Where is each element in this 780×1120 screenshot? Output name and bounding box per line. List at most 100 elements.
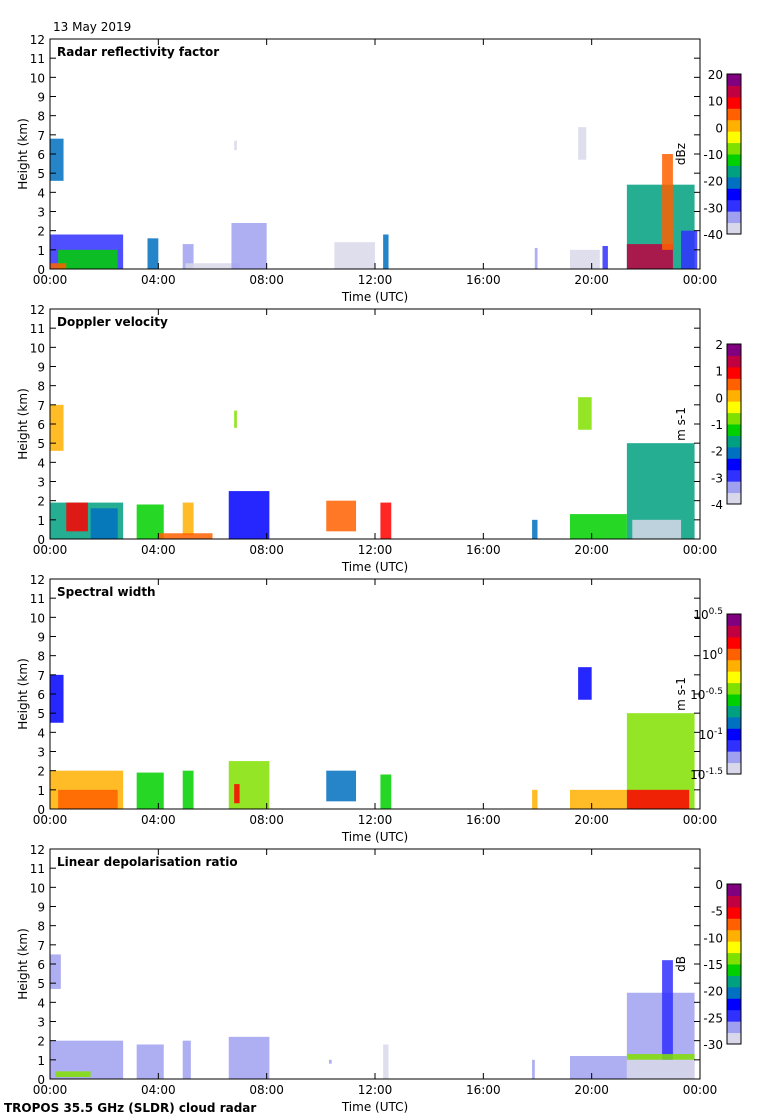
data-cell: [147, 238, 159, 269]
colorbar-swatch: [727, 751, 741, 764]
data-cell: [570, 514, 627, 539]
colorbar-swatch: [727, 481, 741, 494]
data-cell: [632, 519, 682, 539]
colorbar-swatch: [727, 378, 741, 391]
x-tick-label: 08:00: [249, 1083, 284, 1097]
colorbar-swatch: [727, 906, 741, 919]
colorbar-swatch: [727, 154, 741, 166]
y-axis-label: Height (km): [16, 928, 30, 999]
data-cell: [66, 502, 88, 532]
x-tick-label: 00:00: [683, 1083, 718, 1097]
data-cell: [570, 249, 600, 269]
data-cell: [182, 1040, 191, 1079]
x-tick-label: 16:00: [466, 1083, 501, 1097]
data-cell: [532, 789, 538, 809]
colorbar-tick-label: 2: [715, 338, 723, 352]
data-cell: [234, 784, 240, 804]
colorbar-swatch: [727, 96, 741, 109]
y-tick-label: 5: [37, 437, 45, 451]
colorbar-label: dB: [674, 956, 688, 972]
colorbar-swatch: [727, 1032, 741, 1045]
colorbar-tick-label: 0: [715, 878, 723, 892]
colorbar-tick-label: 10-1.5: [690, 767, 723, 782]
colorbar-swatch: [727, 165, 741, 178]
y-tick-label: 4: [37, 186, 45, 200]
colorbar-swatch: [727, 918, 741, 931]
data-cell: [626, 789, 690, 809]
data-cell: [182, 502, 194, 536]
y-tick-label: 12: [30, 573, 45, 587]
data-cell: [136, 772, 164, 809]
colorbar-tick-label: 10: [708, 95, 723, 109]
x-tick-label: 04:00: [141, 813, 176, 827]
x-tick-label: 00:00: [33, 543, 68, 557]
colorbar: 100.5 100 10-0.5 10-1 10-1.5 m s-1: [674, 607, 742, 782]
data-cell: [58, 789, 118, 809]
colorbar-frame: [726, 343, 742, 505]
data-cell: [578, 397, 592, 430]
y-tick-label: 7: [37, 939, 45, 953]
colorbar-swatch: [727, 85, 741, 98]
y-tick-label: 11: [30, 322, 45, 336]
data-cell: [626, 1059, 695, 1079]
colorbar-swatch: [727, 964, 741, 976]
colorbar-swatch: [727, 728, 741, 741]
panel-1: Radar reflectivity factor012345678910111…: [16, 33, 742, 304]
x-tick-label: 00:00: [683, 273, 718, 287]
y-tick-label: 6: [37, 958, 45, 972]
data-cell: [234, 140, 237, 151]
x-tick-label: 08:00: [249, 543, 284, 557]
colorbar-swatch: [727, 614, 741, 626]
colorbar-swatch: [727, 188, 741, 201]
colorbar-tick-label: 10-0.5: [690, 687, 723, 702]
data-cell: [662, 154, 673, 250]
data-cell: [662, 960, 673, 1060]
y-tick-label: 1: [37, 784, 45, 798]
x-tick-label: 04:00: [141, 1083, 176, 1097]
y-axis-label: Height (km): [16, 118, 30, 189]
y-tick-label: 12: [30, 33, 45, 47]
data-cell: [532, 519, 538, 539]
colorbar-tick-label: 20: [708, 68, 723, 82]
data-cell: [326, 500, 357, 532]
y-tick-label: 0: [37, 803, 45, 817]
y-tick-label: 3: [37, 1016, 45, 1030]
y-axis-label: Height (km): [16, 388, 30, 459]
x-axis-label: Time (UTC): [341, 830, 408, 844]
colorbar-tick-label: -5: [711, 905, 723, 919]
colorbar-tick-label: -30: [703, 201, 723, 215]
x-tick-label: 16:00: [466, 543, 501, 557]
y-tick-label: 5: [37, 167, 45, 181]
colorbar-tick-label: 100.5: [693, 607, 723, 622]
colorbar-label: dBz: [674, 143, 688, 165]
y-tick-label: 1: [37, 514, 45, 528]
colorbar-tick-label: 1: [715, 365, 723, 379]
data-cell: [50, 404, 64, 451]
x-tick-label: 12:00: [358, 813, 393, 827]
colorbar-tick-label: -20: [703, 985, 723, 999]
colorbar-tick-label: 0: [715, 391, 723, 405]
y-tick-label: 4: [37, 456, 45, 470]
colorbar-tick-label: -40: [703, 228, 723, 242]
data-cell: [50, 263, 67, 269]
data-cell: [90, 508, 118, 539]
colorbar-swatch: [727, 739, 741, 752]
data-cell: [626, 1054, 695, 1060]
x-axis-label: Time (UTC): [341, 560, 408, 574]
colorbar-swatch: [727, 998, 741, 1011]
colorbar-swatch: [727, 716, 741, 729]
colorbar-swatch: [727, 389, 741, 402]
colorbar-swatch: [727, 435, 741, 448]
colorbar-swatch: [727, 884, 741, 896]
colorbar-swatch: [727, 705, 741, 718]
y-tick-label: 2: [37, 765, 45, 779]
colorbar-swatch: [727, 211, 741, 224]
colorbar: 20 10 0 -10 -20 -30 -40 dBz: [674, 68, 742, 242]
y-tick-label: 2: [37, 495, 45, 509]
y-tick-label: 7: [37, 669, 45, 683]
colorbar-swatch: [727, 424, 741, 436]
colorbar-swatch: [727, 199, 741, 212]
colorbar-swatch: [727, 682, 741, 695]
data-cell: [231, 223, 267, 269]
